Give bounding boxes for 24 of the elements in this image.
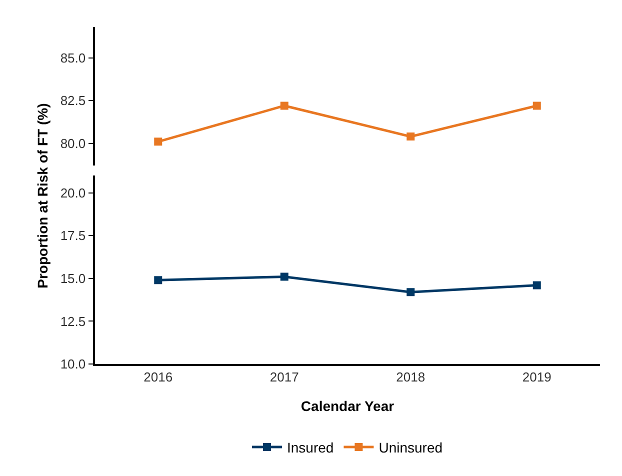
legend-label: Insured <box>287 439 334 456</box>
y-tick-label: 12.5 <box>60 314 86 329</box>
point <box>154 276 162 284</box>
point <box>406 288 415 296</box>
x-axis-title: Calendar Year <box>300 398 395 414</box>
y-tick-label: 17.5 <box>60 228 86 244</box>
y-tick-label: 85.0 <box>60 50 86 66</box>
point <box>154 138 162 146</box>
y-tick-label: 15.0 <box>60 270 86 286</box>
y-tick-label: 80.0 <box>60 136 86 151</box>
x-tick-label: 2019 <box>522 369 552 384</box>
x-tick-label: 2016 <box>144 369 173 384</box>
point <box>280 102 288 110</box>
y-tick-label: 82.5 <box>60 93 86 108</box>
x-tick-label: 2018 <box>396 369 426 384</box>
point <box>532 281 541 290</box>
point <box>406 132 415 141</box>
legend-label: Uninsured <box>378 439 443 456</box>
point <box>280 272 288 281</box>
y-tick-label: 20.0 <box>60 185 86 200</box>
point <box>532 102 541 110</box>
y-tick-label: 10.0 <box>60 356 86 372</box>
y-axis-title: Proportion at Risk of FT (%) <box>34 103 50 288</box>
x-tick-label: 2017 <box>270 369 299 384</box>
